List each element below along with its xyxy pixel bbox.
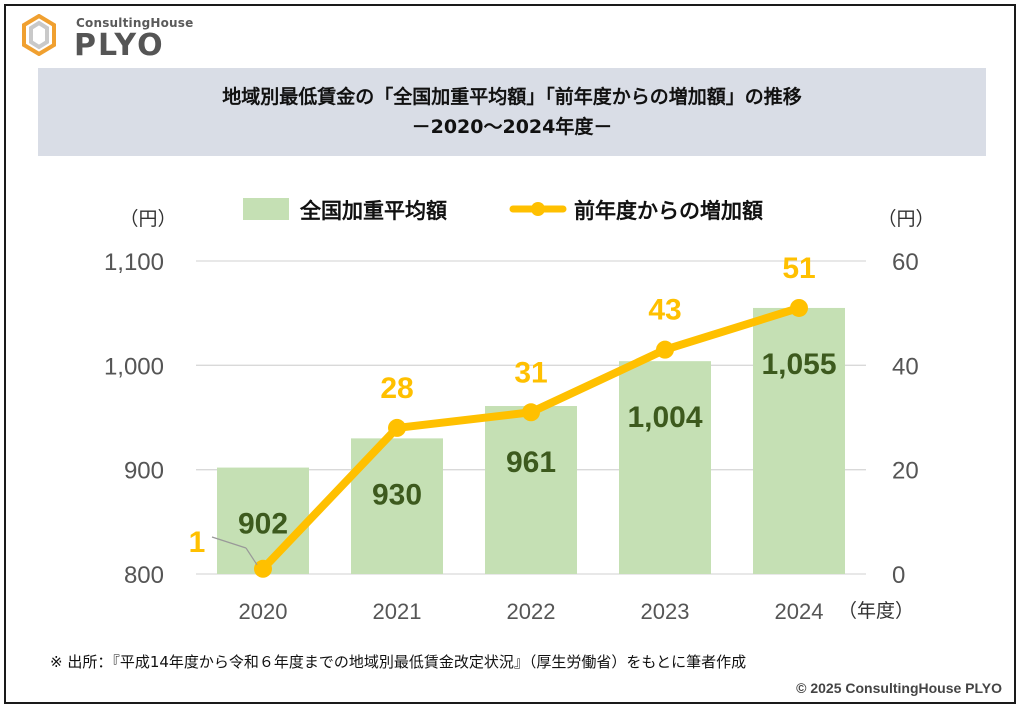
line-point-2022 [522,403,540,422]
chart-title: 地域別最低賃金の「全国加重平均額」「前年度からの増加額」の推移 [222,86,802,108]
bar-value-label: 930 [372,478,422,511]
legend-label-line: 前年度からの増加額 [574,199,763,223]
line-value-label: 1 [189,526,206,559]
right-axis-tick-label: 40 [892,353,919,380]
leader-line [211,536,247,549]
logo-hexagon-icon [22,14,56,56]
left-axis-tick-label: 800 [124,562,164,589]
left-axis-tick-label: 1,100 [104,249,164,276]
left-axis-tick-label: 900 [124,458,164,485]
line-value-label: 28 [380,372,413,405]
right-axis-tick-label: 60 [892,249,919,276]
line-point-2023 [656,340,674,359]
source-note: ※ 出所：『平成14年度から令和６年度までの地域別最低賃金改定状況』（厚生労働省… [50,653,747,671]
line-value-label: 31 [514,356,547,389]
bar-value-label: 1,004 [627,401,702,434]
right-axis-tick-label: 20 [892,458,919,485]
left-axis-tick-label: 1,000 [104,353,164,380]
x-axis-unit: （年度） [838,600,914,622]
logo-subtitle: ConsultingHouse [76,16,194,30]
bar-2022 [485,406,577,574]
legend-label-bar: 全国加重平均額 [299,199,447,223]
left-axis-unit: （円） [119,208,176,230]
x-axis-tick-label: 2020 [239,599,288,624]
right-axis-unit: （円） [877,208,934,230]
bar-2023 [619,361,711,574]
bar-value-label: 902 [238,508,288,541]
line-point-2021 [388,418,406,437]
bar-2024 [753,307,845,574]
line-point-2020 [254,559,272,578]
x-axis-tick-label: 2024 [775,599,824,624]
line-value-label: 51 [782,252,815,285]
leader-line [245,547,258,566]
x-axis-tick-label: 2021 [373,599,422,624]
x-axis-tick-label: 2022 [507,599,556,624]
legend-swatch-marker [531,202,545,216]
bar-value-label: 1,055 [761,348,836,381]
logo-name: PLYO [74,28,165,63]
line-value-label: 43 [648,294,681,327]
copyright-text: © 2025 ConsultingHouse PLYO [796,680,1002,696]
bar-value-label: 961 [506,446,556,479]
company-logo: ConsultingHouse PLYO [22,14,194,63]
right-axis-tick-label: 0 [892,562,905,589]
legend-swatch-bar [243,198,289,220]
line-point-2024 [790,298,808,317]
chart-subtitle: －2020～2024年度－ [411,116,613,138]
bar-2020 [217,467,309,574]
title-banner: 地域別最低賃金の「全国加重平均額」「前年度からの増加額」の推移 －2020～20… [38,68,986,156]
x-axis-tick-label: 2023 [641,599,690,624]
